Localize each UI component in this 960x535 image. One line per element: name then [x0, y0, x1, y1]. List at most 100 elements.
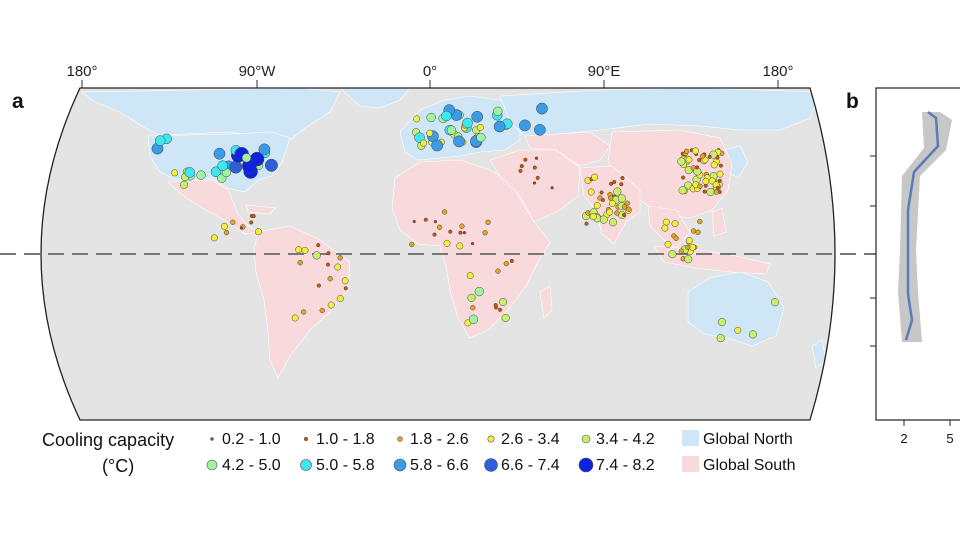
legend-label-bin-10: 7.4 - 8.2	[596, 457, 655, 474]
legend-swatch-bin-3	[397, 436, 403, 442]
city-dot	[210, 234, 218, 242]
city-dot	[485, 219, 491, 225]
city-dot	[713, 189, 719, 195]
city-dots	[151, 102, 780, 343]
city-dot	[734, 326, 742, 334]
city-dot	[703, 183, 708, 188]
city-dot	[336, 295, 344, 302]
city-dot	[217, 160, 228, 171]
city-dot	[692, 147, 699, 155]
city-dot	[432, 232, 437, 237]
city-dot	[459, 223, 465, 229]
panel-a-letter: a	[12, 90, 24, 113]
legend-swatch-bin-6	[206, 459, 218, 471]
global-south-land	[167, 129, 771, 379]
city-dot	[678, 186, 687, 195]
city-dot	[462, 231, 467, 235]
city-dot	[319, 307, 325, 314]
city-dot	[617, 194, 626, 203]
city-dot	[681, 175, 686, 180]
city-dot	[684, 255, 693, 264]
legend-swatch-bin-4	[487, 435, 495, 443]
city-dot	[608, 195, 614, 201]
panel-b-plot: 2 5	[870, 87, 960, 446]
city-dot	[715, 185, 720, 190]
city-dot	[493, 120, 506, 133]
city-dot	[426, 129, 434, 137]
legend-swatch-bin-5	[581, 434, 591, 444]
city-dot	[584, 221, 589, 226]
city-dot	[476, 123, 484, 131]
city-dot	[748, 330, 757, 339]
city-dot	[509, 258, 514, 263]
city-dot	[587, 188, 595, 196]
city-dot	[312, 251, 321, 260]
city-dot	[467, 293, 476, 302]
legend-label-bin-5: 3.4 - 4.2	[596, 431, 655, 448]
lon-label-90e: 90°E	[588, 63, 621, 80]
legend-swatch-bin-8	[393, 458, 407, 472]
city-dot	[501, 313, 510, 323]
legend-swatch-bin-2	[303, 436, 309, 442]
city-dot	[301, 246, 309, 254]
city-dot	[532, 165, 537, 170]
legend-swatch-bin-1	[210, 437, 214, 441]
legend-swatch-bin-10	[578, 457, 594, 473]
madagascar	[539, 285, 553, 319]
city-dot	[684, 148, 690, 154]
lon-ticks	[81, 80, 779, 88]
greenland	[339, 88, 411, 109]
city-dot	[519, 164, 524, 169]
city-dot	[600, 197, 605, 203]
city-dot	[608, 200, 616, 207]
city-dot	[534, 123, 546, 136]
legend-label-bin-9: 6.6 - 7.4	[501, 457, 560, 474]
city-dot	[671, 220, 679, 228]
city-dot	[462, 117, 473, 129]
city-dot	[412, 219, 416, 224]
city-dot	[446, 125, 457, 135]
legend-swatch-bin-9	[484, 458, 498, 472]
city-dot	[327, 301, 335, 309]
city-dot	[695, 229, 701, 235]
city-dot	[677, 157, 686, 166]
city-dot	[550, 186, 554, 190]
city-dot	[612, 179, 617, 185]
city-dot	[707, 154, 712, 159]
city-dot	[291, 314, 299, 322]
city-dot	[717, 318, 727, 327]
central-asia	[524, 131, 611, 167]
city-dot	[717, 178, 722, 183]
city-dot	[606, 208, 614, 216]
city-dot	[476, 132, 486, 143]
city-dot	[433, 219, 438, 224]
city-dot	[343, 286, 348, 291]
city-dot	[295, 246, 303, 254]
legend-label-bin-6: 4.2 - 5.0	[222, 457, 281, 474]
city-dot	[230, 219, 236, 225]
city-dot	[213, 147, 226, 160]
city-dot	[456, 242, 464, 250]
city-dot	[678, 248, 685, 254]
city-dot	[695, 165, 700, 170]
city-dot	[254, 228, 262, 236]
city-dot	[436, 224, 443, 230]
city-dot	[697, 218, 703, 225]
city-dot	[426, 112, 436, 123]
city-dot	[498, 297, 508, 307]
city-dot	[210, 166, 222, 178]
panel-b-median-line	[904, 111, 940, 341]
city-dot	[220, 222, 228, 230]
city-dot	[241, 153, 252, 163]
city-dot	[337, 255, 343, 261]
city-dot	[519, 119, 531, 132]
lon-label-180e: 180°	[762, 63, 793, 80]
city-dot	[334, 263, 342, 271]
city-dot	[179, 180, 189, 189]
legend-swatch-global-south	[682, 456, 699, 472]
city-dot	[662, 218, 670, 226]
city-dot	[608, 218, 618, 227]
panel-b-uncertainty-band	[898, 112, 952, 342]
legend: Cooling capacity (°C) 0.2 - 1.0 1.0 - 1.8…	[42, 430, 796, 476]
city-dot	[196, 170, 206, 180]
